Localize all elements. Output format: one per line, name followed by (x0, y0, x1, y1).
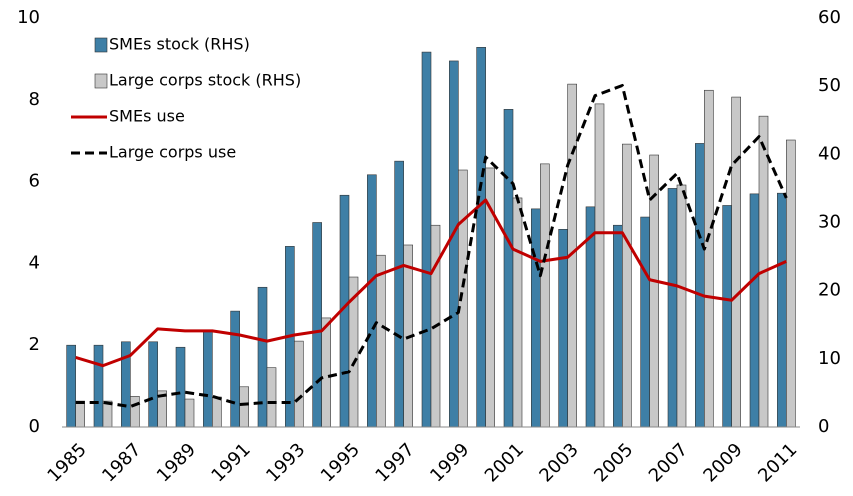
x-tick-label: 1987 (98, 439, 145, 486)
legend-swatch (94, 73, 108, 89)
x-tick-label: 2001 (481, 439, 528, 486)
bar (777, 192, 787, 428)
bar (294, 340, 304, 428)
legend-label: SMEs stock (RHS) (109, 35, 250, 54)
y-tick-label: 4 (29, 252, 40, 273)
bar (731, 96, 741, 428)
bar (512, 197, 523, 428)
bar (394, 160, 404, 428)
y-tick-label: 8 (29, 89, 40, 110)
legend-label: Large corps use (109, 143, 236, 162)
x-tick-label: 1985 (43, 439, 90, 486)
bar (476, 47, 486, 428)
bar (613, 224, 623, 428)
bar (312, 222, 322, 428)
bar (230, 310, 240, 428)
bar (257, 286, 268, 428)
bar (540, 163, 550, 428)
y2-tick-label: 40 (818, 143, 841, 164)
bar (786, 139, 796, 428)
y2-tick-label: 0 (818, 416, 829, 437)
bar (266, 367, 277, 428)
x-tick-label: 2005 (590, 439, 637, 486)
x-tick-label: 1993 (262, 439, 309, 486)
bar (722, 205, 732, 428)
bar (449, 60, 459, 428)
x-tick-label: 2003 (535, 439, 582, 486)
bar (367, 174, 377, 428)
line (75, 198, 787, 368)
bar (148, 341, 158, 428)
y2-tick-label: 30 (818, 212, 841, 233)
y-tick-label: 2 (29, 334, 40, 355)
bar (640, 216, 650, 428)
y2-tick-label: 10 (818, 348, 841, 369)
bar (667, 188, 678, 428)
bar (376, 254, 386, 428)
bar (66, 344, 76, 428)
y2-tick-label: 20 (818, 280, 841, 301)
bar (130, 396, 140, 428)
y-tick-label: 6 (29, 171, 40, 192)
legend-swatch (94, 37, 108, 53)
bar (184, 398, 195, 428)
x-tick-label: 1991 (207, 439, 254, 486)
x-tick-label: 1995 (317, 439, 364, 486)
bar (75, 400, 85, 428)
x-tick-label: 2009 (699, 439, 746, 486)
bar (749, 193, 760, 428)
legend-label: SMEs use (109, 107, 185, 126)
x-tick-label: 1989 (153, 439, 200, 486)
bar (676, 184, 687, 428)
bar (503, 109, 514, 428)
y-tick-label: 10 (17, 7, 40, 28)
bar (704, 89, 714, 428)
bar (594, 103, 605, 428)
bar (93, 344, 104, 428)
y2-tick-label: 50 (818, 75, 841, 96)
bar (203, 331, 213, 428)
bar (531, 208, 541, 428)
bar (212, 396, 222, 428)
bar (421, 51, 432, 428)
x-tick-label: 2007 (645, 439, 692, 486)
bar (695, 143, 705, 428)
bar (622, 143, 632, 428)
bar (175, 346, 186, 428)
bar (239, 386, 249, 428)
y-tick-label: 0 (29, 416, 40, 437)
legend-label: Large corps stock (RHS) (109, 71, 301, 90)
y2-tick-label: 60 (818, 7, 841, 28)
bar (321, 317, 331, 428)
x-tick-label: 2011 (754, 439, 801, 486)
x-tick-label: 1997 (371, 439, 418, 486)
x-tick-label: 1999 (426, 439, 473, 486)
